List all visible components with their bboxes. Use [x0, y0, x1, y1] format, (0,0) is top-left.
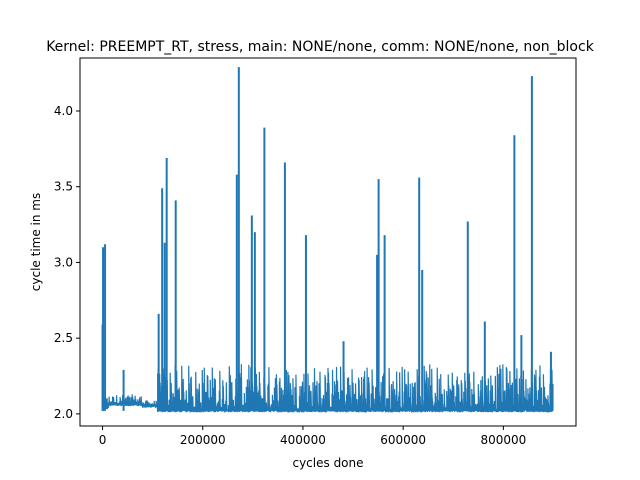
y-axis-label: cycle time in ms	[29, 193, 43, 291]
x-axis-label: cycles done	[292, 456, 363, 470]
x-tick-label: 400000	[280, 433, 326, 447]
x-tick-label: 800000	[480, 433, 526, 447]
chart-title: Kernel: PREEMPT_RT, stress, main: NONE/n…	[46, 39, 594, 55]
plot-frame	[79, 57, 577, 427]
y-tick-label: 3.0	[54, 255, 73, 269]
y-tick-label: 2.5	[54, 331, 73, 345]
x-tick-label: 0	[99, 433, 107, 447]
x-tick-label: 600000	[380, 433, 426, 447]
series-line-cycle-time	[101, 364, 554, 413]
axis-layer: 0 200000 400000 600000 800000 2.0 2.5 3.0 3.5 4.0	[54, 104, 526, 447]
y-tick-label: 2.0	[54, 407, 73, 421]
y-tick-label: 3.5	[54, 180, 73, 194]
y-tick-label: 4.0	[54, 104, 73, 118]
series-layer	[101, 67, 554, 413]
x-tick-label: 200000	[180, 433, 226, 447]
